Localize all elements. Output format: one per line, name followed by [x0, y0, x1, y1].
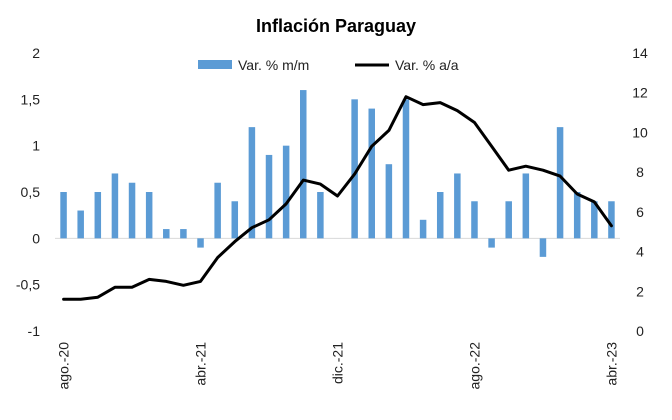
left-tick-label: 1,5 — [21, 91, 41, 107]
x-tick-label: ago.-22 — [466, 342, 482, 390]
legend-label-line: Var. % a/a — [395, 57, 459, 73]
right-tick-label: 10 — [632, 124, 648, 140]
left-tick-label: 2 — [32, 45, 40, 61]
bar — [111, 173, 119, 239]
legend-label-bar: Var. % m/m — [238, 57, 309, 73]
x-tick-label: dic.-21 — [330, 342, 346, 384]
bar — [402, 99, 410, 239]
bar — [145, 192, 153, 239]
bar — [231, 201, 239, 239]
legend-swatch-bar — [198, 60, 232, 69]
bar — [317, 192, 324, 239]
bar — [608, 201, 615, 239]
left-axis: -1 -0,5 0 0,5 1 1,5 2 — [16, 45, 40, 339]
bar — [573, 192, 581, 239]
line-path — [62, 95, 613, 301]
bar — [522, 173, 530, 239]
bar — [282, 145, 290, 239]
bar — [436, 192, 444, 239]
chart-title: Inflación Paraguay — [255, 16, 417, 36]
bar — [385, 164, 393, 239]
bar — [488, 238, 495, 248]
bar-series — [60, 90, 615, 257]
bar — [214, 182, 221, 239]
right-tick-label: 12 — [632, 85, 648, 101]
bar — [265, 154, 273, 239]
right-tick-label: 2 — [636, 283, 644, 299]
bar — [454, 173, 461, 239]
bar — [300, 90, 307, 239]
bar — [505, 201, 512, 239]
right-tick-label: 4 — [636, 244, 644, 260]
right-tick-label: 0 — [636, 323, 644, 339]
left-tick-label: 0,5 — [21, 184, 41, 200]
x-tick-label: ago.-20 — [56, 342, 72, 390]
right-tick-label: 6 — [636, 204, 644, 220]
x-axis: ago.-20 abr.-21 dic.-21 ago.-22 abr.-23 — [56, 342, 620, 390]
bar — [471, 201, 478, 239]
bar — [539, 238, 547, 257]
bar — [128, 182, 136, 239]
x-tick-label: abr.-23 — [603, 342, 619, 386]
right-tick-label: 8 — [636, 164, 644, 180]
bar — [351, 99, 358, 239]
line-series — [62, 95, 613, 301]
bar — [248, 127, 256, 239]
bar — [556, 127, 564, 239]
right-tick-label: 14 — [632, 45, 648, 61]
bar — [197, 238, 204, 248]
bar — [94, 192, 102, 239]
bar — [180, 229, 187, 239]
legend: Var. % m/m Var. % a/a — [198, 57, 459, 73]
bar — [419, 219, 427, 239]
left-tick-label: -1 — [28, 323, 41, 339]
left-tick-label: -0,5 — [16, 277, 40, 293]
bar — [77, 210, 84, 239]
left-tick-label: 1 — [32, 138, 40, 154]
left-tick-label: 0 — [32, 230, 40, 246]
right-axis: 0 2 4 6 8 10 12 14 — [632, 45, 648, 339]
bar — [163, 229, 170, 239]
x-tick-label: abr.-21 — [193, 342, 209, 386]
bar — [60, 192, 67, 239]
bar — [368, 108, 375, 239]
bar — [591, 201, 598, 239]
